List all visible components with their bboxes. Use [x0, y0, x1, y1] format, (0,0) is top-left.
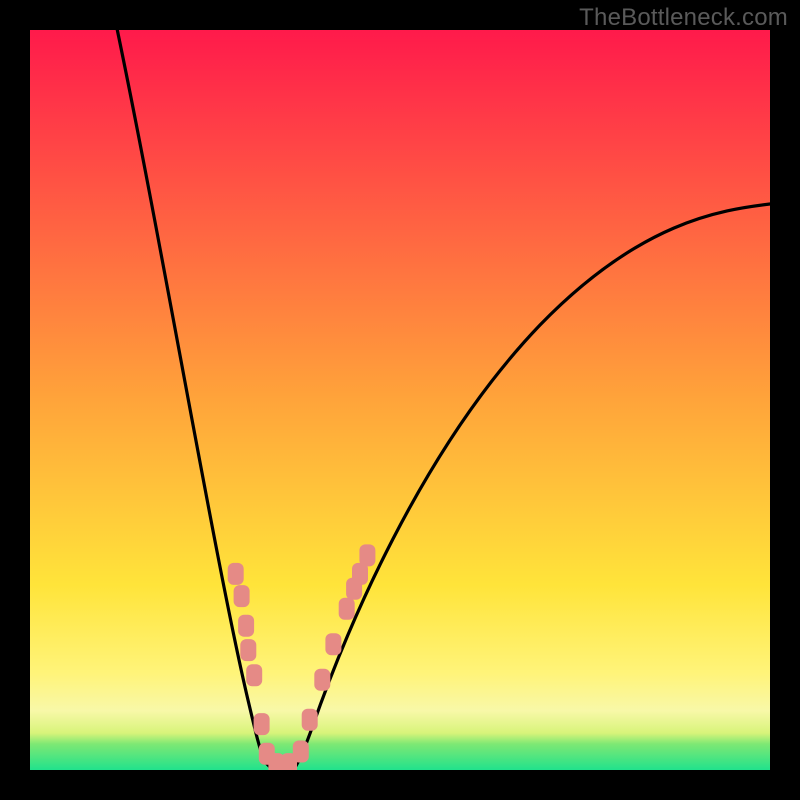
- chart-frame: TheBottleneck.com: [0, 0, 800, 800]
- curve-marker: [234, 585, 250, 607]
- curve-marker: [359, 544, 375, 566]
- curve-marker: [228, 563, 244, 585]
- curve-marker: [246, 664, 262, 686]
- curve-marker: [339, 598, 355, 620]
- curve-marker: [238, 615, 254, 637]
- curve-marker: [240, 639, 256, 661]
- curve-marker: [314, 669, 330, 691]
- curve-marker: [254, 713, 270, 735]
- chart-svg: [0, 0, 800, 800]
- curve-marker: [325, 633, 341, 655]
- curve-marker: [293, 741, 309, 763]
- curve-right: [273, 204, 770, 770]
- curve-marker: [302, 709, 318, 731]
